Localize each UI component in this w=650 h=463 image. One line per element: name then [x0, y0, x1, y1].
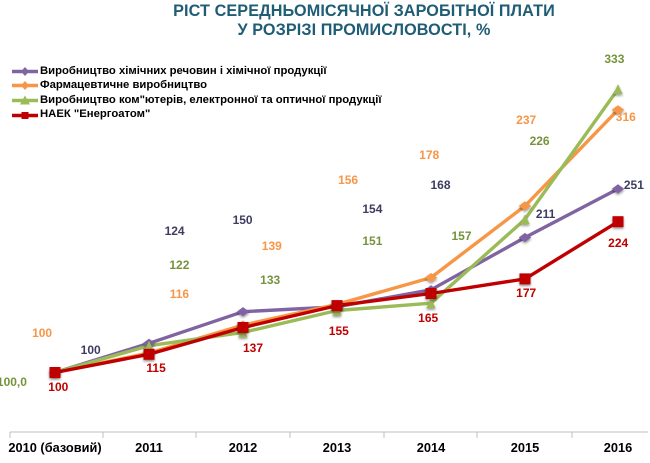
svg-text:100: 100: [48, 380, 68, 394]
svg-text:137: 137: [243, 341, 263, 355]
svg-text:2010 (базовий): 2010 (базовий): [8, 440, 101, 455]
svg-text:226: 226: [530, 134, 550, 148]
svg-text:2014: 2014: [417, 440, 446, 455]
svg-text:177: 177: [516, 286, 536, 300]
svg-text:156: 156: [338, 173, 358, 187]
svg-text:139: 139: [262, 239, 282, 253]
svg-text:133: 133: [260, 273, 280, 287]
svg-text:115: 115: [146, 361, 166, 375]
svg-text:154: 154: [362, 202, 382, 216]
svg-text:333: 333: [604, 52, 624, 66]
svg-text:100: 100: [81, 343, 101, 357]
svg-text:168: 168: [430, 178, 450, 192]
svg-text:116: 116: [170, 287, 190, 301]
svg-text:2016: 2016: [604, 440, 632, 455]
svg-text:2011: 2011: [135, 440, 163, 455]
svg-text:2013: 2013: [323, 440, 351, 455]
svg-text:211: 211: [536, 207, 556, 221]
svg-text:165: 165: [418, 311, 438, 325]
svg-text:100,0: 100,0: [0, 375, 27, 389]
svg-text:100: 100: [32, 326, 52, 340]
svg-text:151: 151: [362, 234, 382, 248]
svg-text:178: 178: [419, 148, 439, 162]
svg-text:2015: 2015: [511, 440, 539, 455]
svg-text:157: 157: [451, 229, 471, 243]
svg-text:237: 237: [516, 113, 536, 127]
svg-text:155: 155: [329, 324, 349, 338]
svg-text:150: 150: [233, 213, 253, 227]
svg-text:316: 316: [616, 110, 636, 124]
svg-text:224: 224: [608, 236, 628, 250]
svg-text:2012: 2012: [229, 440, 257, 455]
svg-text:124: 124: [165, 224, 185, 238]
svg-text:122: 122: [169, 258, 189, 272]
svg-text:251: 251: [624, 178, 644, 192]
